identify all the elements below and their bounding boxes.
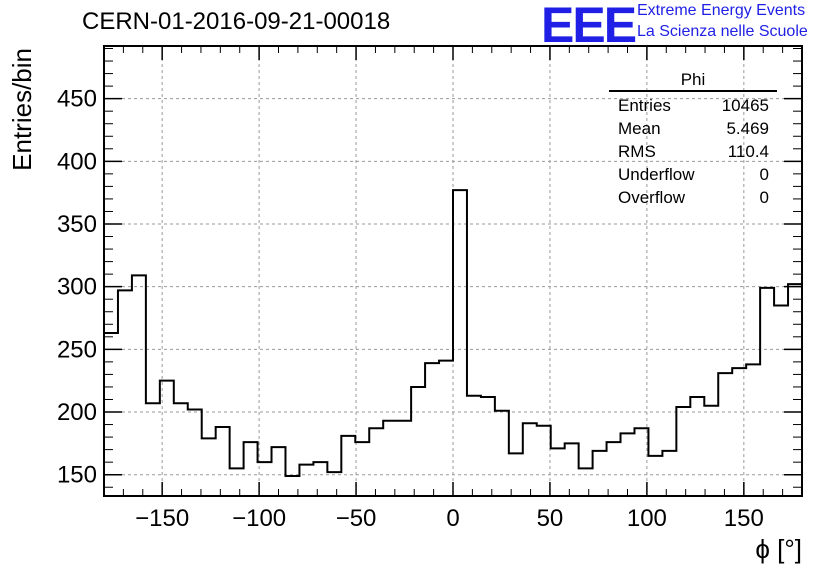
x-tick-label: −100 [232, 505, 286, 532]
stats-label: RMS [618, 142, 656, 161]
y-tick-label: 150 [57, 462, 97, 489]
logo-subtitle-2: La Scienza nelle Scuole [637, 23, 808, 40]
x-tick-label: 150 [724, 505, 764, 532]
y-axis-label: Entries/bin [7, 48, 37, 171]
stats-box: Phi Entries 10465 Mean 5.469 RMS 110.4 U… [609, 70, 777, 209]
x-axis-label: ϕ [°] [755, 534, 802, 564]
stats-row-overflow: Overflow 0 [609, 186, 777, 209]
stats-row-entries: Entries 10465 [609, 94, 777, 117]
eee-logo: EEE [541, 0, 637, 53]
y-tick-label: 300 [57, 274, 97, 301]
y-tick-label: 450 [57, 86, 97, 113]
axis-ticks [103, 46, 803, 496]
y-tick-label: 350 [57, 211, 97, 238]
stats-row-mean: Mean 5.469 [609, 117, 777, 140]
y-tick-label: 400 [57, 148, 97, 175]
stats-row-rms: RMS 110.4 [609, 140, 777, 163]
x-tick-label: 100 [627, 505, 667, 532]
logo-subtitle-1: Extreme Energy Events [637, 2, 806, 19]
stats-label: Underflow [618, 165, 695, 184]
y-tick-label: 200 [57, 399, 97, 426]
stats-value: 5.469 [726, 119, 769, 138]
x-tick-label: −50 [336, 505, 377, 532]
stats-value: 10465 [721, 96, 769, 115]
stats-label: Mean [618, 119, 661, 138]
y-tick-label: 250 [57, 336, 97, 363]
stats-value: 0 [759, 165, 769, 184]
stats-value: 110.4 [727, 142, 769, 161]
chart-title: CERN-01-2016-09-21-00018 [82, 8, 391, 35]
stats-value: 0 [759, 188, 769, 207]
x-tick-labels: −150 −100 −50 0 50 100 150 [135, 505, 764, 532]
stats-label: Entries [618, 96, 671, 115]
stats-title: Phi [680, 70, 706, 89]
y-tick-labels: 150 200 250 300 350 400 450 [57, 86, 97, 489]
stats-label: Overflow [618, 188, 686, 207]
histogram-line [104, 189, 802, 477]
x-tick-label: −150 [135, 505, 189, 532]
x-tick-label: 50 [537, 505, 564, 532]
stats-divider [609, 90, 777, 92]
x-tick-label: 0 [446, 505, 459, 532]
stats-row-underflow: Underflow 0 [609, 163, 777, 186]
